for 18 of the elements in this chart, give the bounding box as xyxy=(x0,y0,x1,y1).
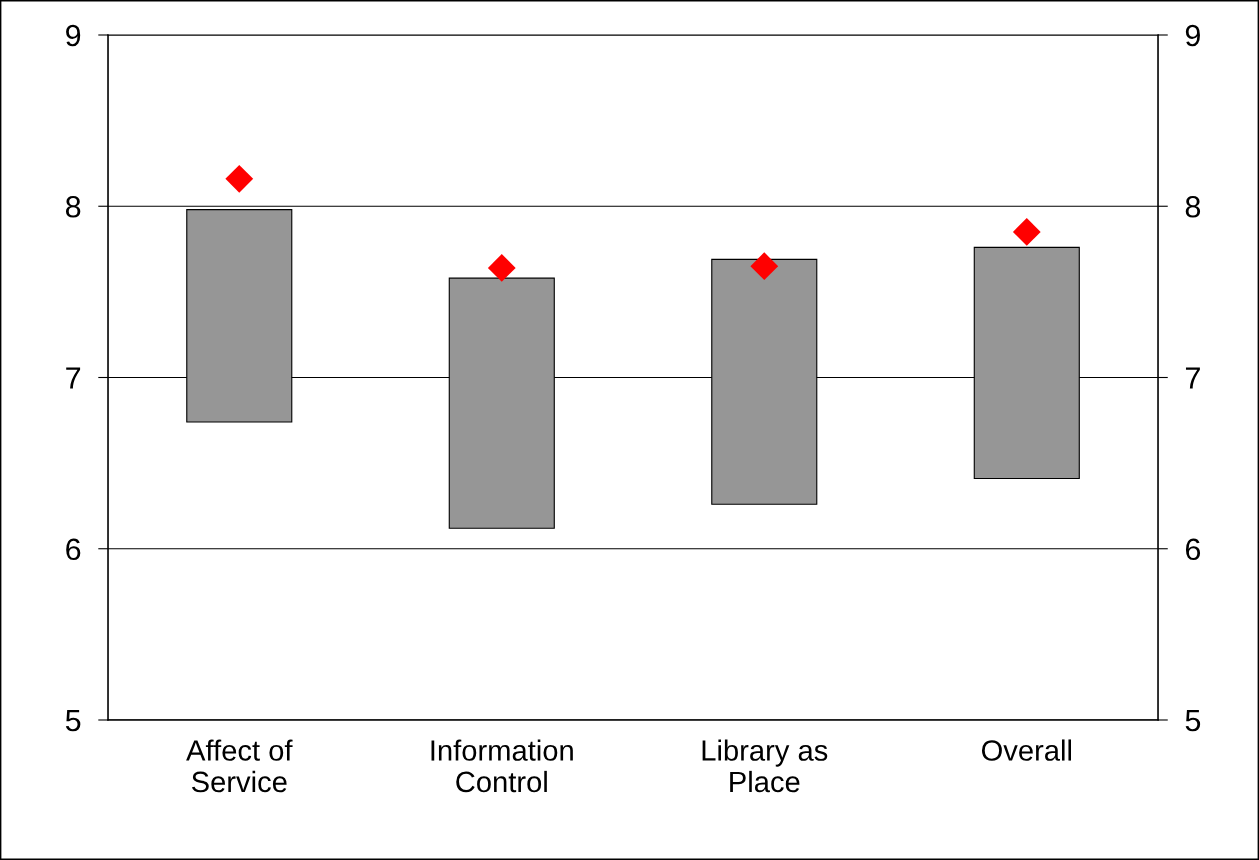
y2-tick-label: 6 xyxy=(1185,538,1201,561)
x-tick-label: Affect of Service xyxy=(186,739,293,793)
point xyxy=(1012,218,1041,246)
point xyxy=(750,252,779,281)
y2-tick-label: 5 xyxy=(1185,710,1201,732)
y-tick-label: 8 xyxy=(65,195,81,218)
y-tick-label: 5 xyxy=(65,710,81,732)
y2-tick-label: 8 xyxy=(1185,195,1201,218)
x-tick-label: Overall xyxy=(981,739,1072,761)
x-tick-label: Information Control xyxy=(431,739,573,793)
y-tick-label: 6 xyxy=(66,538,81,561)
y2-tick-label: 9 xyxy=(1185,24,1200,47)
y-tick-label: 9 xyxy=(66,24,81,47)
point xyxy=(225,164,254,193)
y-tick-label: 7 xyxy=(66,367,81,389)
point xyxy=(487,254,516,282)
x-tick-label: Library as Place xyxy=(702,739,828,793)
y2-tick-label: 7 xyxy=(1185,367,1200,389)
